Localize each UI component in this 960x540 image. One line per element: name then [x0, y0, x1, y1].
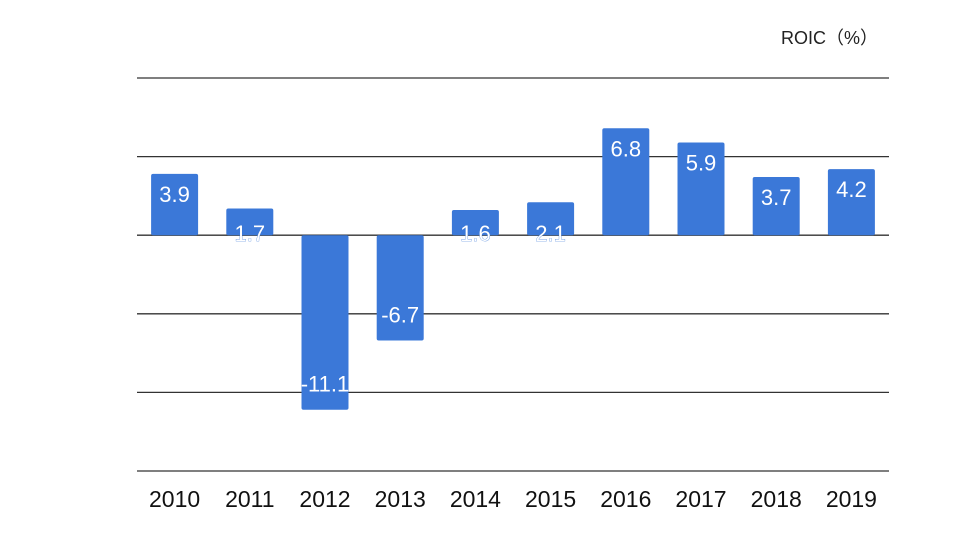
x-tick-label: 2017: [675, 486, 726, 512]
x-tick-label: 2019: [826, 486, 877, 512]
bar-2011: [226, 208, 274, 236]
data-label-2010: 3.9: [159, 182, 190, 207]
data-label-2019: 4.2: [836, 177, 867, 202]
data-label-2012: -11.1: [301, 372, 350, 397]
bar-2018: [752, 177, 800, 236]
x-tick-label: 2010: [149, 486, 200, 512]
bar-2014: [451, 210, 499, 236]
data-label-2017: 5.9: [686, 150, 717, 175]
bars: [151, 128, 875, 410]
data-label-2018: 3.7: [761, 185, 792, 210]
gridlines: [137, 77, 889, 472]
data-labels: 3.9 1.7 -11.1 -6.7 1.6 2.1 6.8 5.9 3.7 4.2: [159, 136, 867, 397]
bar-2010: [151, 173, 199, 236]
data-label-2016: 6.8: [611, 136, 642, 161]
x-tick-label: 2015: [525, 486, 576, 512]
bar-2017: [677, 142, 725, 236]
x-tick-label: 2012: [299, 486, 350, 512]
bar-2012: [301, 235, 349, 410]
x-tick-label: 2018: [751, 486, 802, 512]
bar-2015: [527, 202, 575, 236]
bar-2013: [376, 235, 424, 341]
x-tick-label: 2011: [225, 486, 274, 512]
unit-label: ROIC（%）: [780, 28, 878, 48]
x-tick-label: 2013: [375, 486, 426, 512]
bar-2019: [827, 169, 875, 236]
x-tick-label: 2014: [450, 486, 501, 512]
x-tick-label: 2016: [600, 486, 651, 512]
data-label-2013: -6.7: [381, 303, 419, 328]
data-label-2011: 1.7: [235, 221, 266, 246]
data-label-2015: 2.1: [535, 221, 566, 246]
x-axis-tick-labels: 2010 2011 2012 2013 2014 2015 2016 2017 2018 2019: [149, 486, 877, 512]
bar-2016: [602, 128, 650, 236]
data-label-2014: 1.6: [460, 221, 491, 246]
